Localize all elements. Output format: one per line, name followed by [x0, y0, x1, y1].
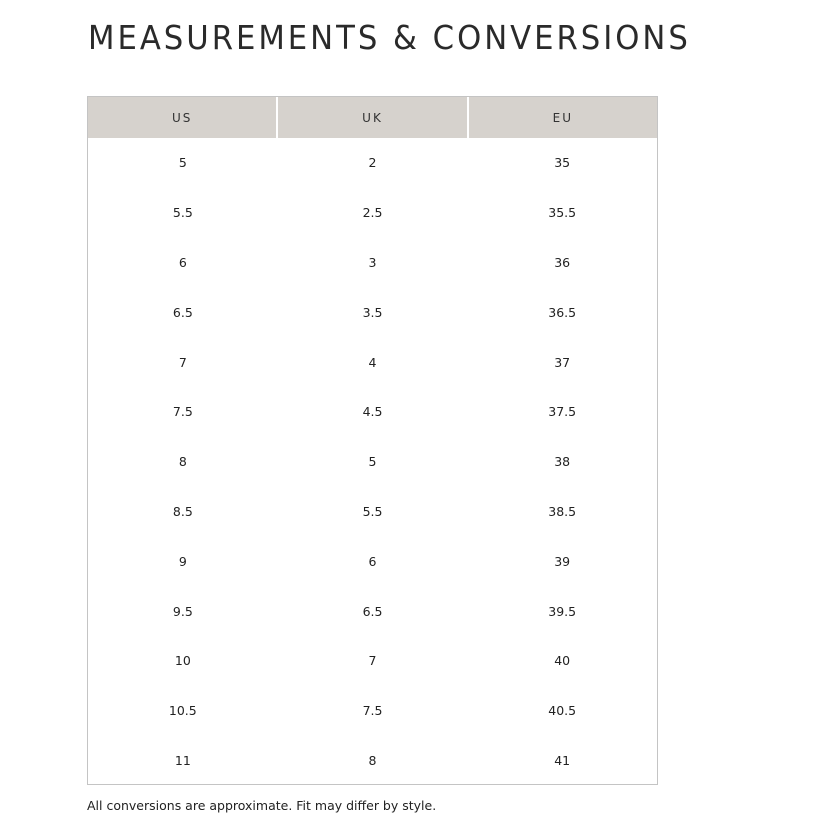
cell-uk: 5: [368, 454, 377, 470]
cell-eu: 41: [554, 752, 571, 768]
table-body: 5 2 35 5.5 2.5 35.5 6 3 36 6.5 3.5 36.5 7 4 37 7.5 4.5 37…: [88, 138, 657, 785]
cell-us: 10: [174, 653, 191, 669]
cell-eu: 35.5: [548, 205, 577, 221]
cell-us: 5.5: [172, 205, 193, 221]
table-row: 10.5 7.5 40.5: [88, 686, 657, 736]
cell-uk: 3.5: [362, 304, 383, 320]
cell-eu: 39: [554, 553, 571, 569]
table-row: 8.5 5.5 38.5: [88, 487, 657, 537]
table-row: 7.5 4.5 37.5: [88, 387, 657, 437]
cell-uk: 4.5: [362, 404, 383, 420]
page-title: MEASUREMENTS & CONVERSIONS: [88, 18, 691, 57]
table-row: 11 8 41: [88, 736, 657, 786]
cell-us: 7.5: [172, 404, 193, 420]
cell-eu: 38.5: [548, 503, 577, 519]
table-row: 10 7 40: [88, 636, 657, 686]
cell-us: 9.5: [172, 603, 193, 619]
table-row: 6 3 36: [88, 238, 657, 288]
cell-eu: 37.5: [548, 404, 577, 420]
cell-eu: 39.5: [548, 603, 577, 619]
column-header-uk: UK: [276, 97, 466, 138]
cell-uk: 2: [368, 155, 377, 171]
cell-us: 9: [178, 553, 187, 569]
cell-eu: 36.5: [548, 304, 577, 320]
cell-uk: 6.5: [362, 603, 383, 619]
cell-uk: 2.5: [362, 205, 383, 221]
cell-us: 10.5: [168, 703, 197, 719]
table-row: 5.5 2.5 35.5: [88, 188, 657, 238]
column-header-us: US: [171, 110, 193, 125]
cell-us: 8.5: [172, 503, 193, 519]
cell-uk: 5.5: [362, 503, 383, 519]
cell-us: 7: [178, 354, 187, 370]
cell-us: 6.5: [172, 304, 193, 320]
cell-us: 6: [178, 254, 187, 270]
cell-us: 5: [178, 155, 187, 171]
cell-eu: 38: [554, 454, 571, 470]
cell-uk: 8: [368, 752, 377, 768]
table-row: 9 6 39: [88, 536, 657, 586]
cell-eu: 37: [554, 354, 571, 370]
cell-uk: 7.5: [362, 703, 383, 719]
cell-eu: 40.5: [548, 703, 577, 719]
table-row: 6.5 3.5 36.5: [88, 287, 657, 337]
table-row: 7 4 37: [88, 337, 657, 387]
cell-uk: 7: [368, 653, 377, 669]
cell-eu: 35: [554, 155, 571, 171]
table-row: 5 2 35: [88, 138, 657, 188]
table-row: 8 5 38: [88, 437, 657, 487]
table-row: 9.5 6.5 39.5: [88, 586, 657, 636]
size-conversion-table: US UK EU 5 2 35 5.5 2.5 35.5 6 3 36 6.5 3.5 36.5 7 4 3…: [87, 96, 658, 785]
cell-uk: 4: [368, 354, 377, 370]
cell-uk: 6: [368, 553, 377, 569]
cell-uk: 3: [368, 254, 377, 270]
cell-eu: 40: [554, 653, 571, 669]
disclaimer-note: All conversions are approximate. Fit may…: [87, 798, 437, 813]
cell-us: 8: [178, 454, 187, 470]
cell-eu: 36: [554, 254, 571, 270]
column-header-eu: EU: [466, 97, 657, 138]
cell-us: 11: [174, 752, 191, 768]
table-header: US UK EU: [88, 97, 657, 138]
